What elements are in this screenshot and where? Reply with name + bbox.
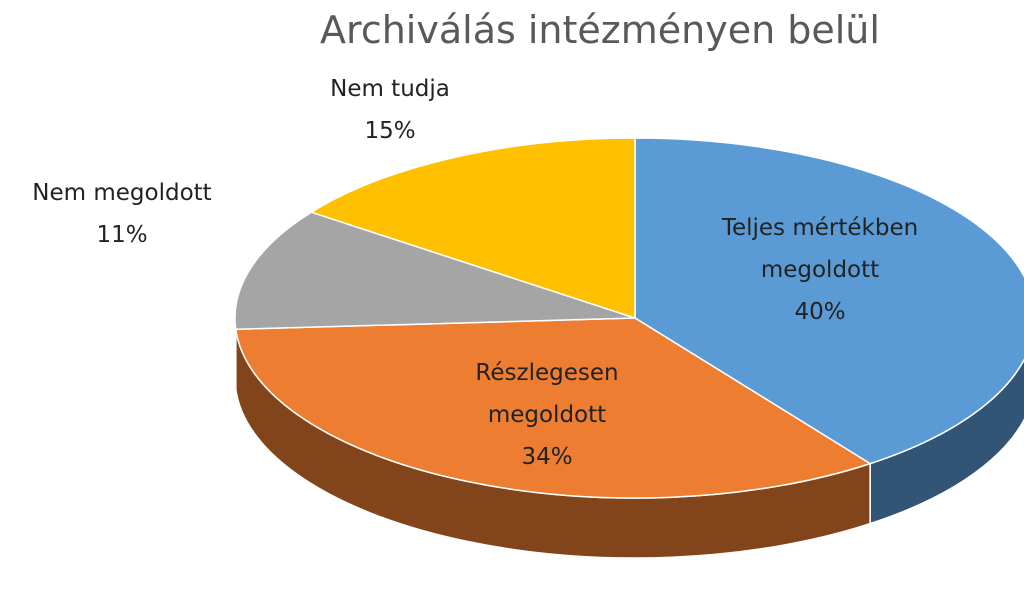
slice <box>234 317 872 499</box>
slice-value-label: 11% <box>96 222 148 248</box>
chart-title: Archiválás intézményen belül <box>320 8 880 52</box>
slice-label: Részlegesen megoldott <box>475 360 619 428</box>
slice-value-label: 15% <box>364 118 416 144</box>
slice <box>309 137 636 320</box>
slice-label: Teljes mértékben megoldott <box>721 215 919 283</box>
slice <box>234 211 636 331</box>
slice-value-label: 40% <box>794 299 846 325</box>
slice-label: Nem tudja <box>330 76 450 102</box>
slice-value-label: 34% <box>521 444 573 470</box>
slice <box>634 137 1024 465</box>
slice-label: Nem megoldott <box>32 180 212 206</box>
